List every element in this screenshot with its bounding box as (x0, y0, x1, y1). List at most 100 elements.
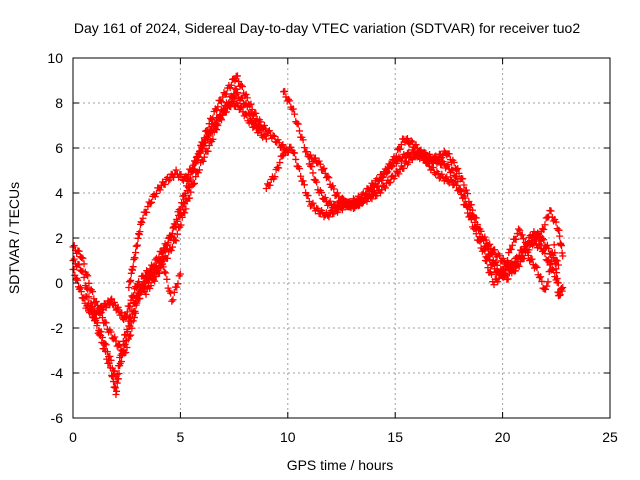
data-point (543, 241, 551, 249)
data-point (291, 149, 299, 157)
data-point (242, 90, 250, 98)
y-tick-label: 4 (55, 185, 63, 201)
data-point (159, 263, 167, 271)
data-point (553, 278, 561, 286)
data-point (169, 224, 177, 232)
data-point (164, 284, 172, 292)
data-point (164, 254, 172, 262)
data-point (156, 186, 164, 194)
data-point (483, 257, 491, 265)
y-tick-label: -4 (51, 365, 64, 381)
data-point (483, 241, 491, 249)
data-points (69, 72, 567, 398)
data-point (507, 245, 515, 253)
data-point (232, 86, 240, 93)
data-point (184, 170, 192, 178)
data-point (292, 155, 300, 163)
data-point (163, 245, 171, 253)
data-point (136, 228, 144, 236)
data-point (132, 249, 140, 257)
data-point (494, 278, 502, 286)
data-point (396, 145, 404, 153)
data-point (75, 247, 83, 255)
data-point (303, 148, 311, 156)
data-point (176, 270, 184, 278)
data-point (504, 275, 512, 283)
data-point (535, 273, 543, 281)
data-point (264, 128, 272, 136)
data-point (215, 115, 223, 123)
data-point (97, 332, 105, 340)
x-tick-label: 10 (280, 429, 296, 445)
y-axis-label: SDTVAR / TECUs (6, 182, 22, 294)
data-point (484, 264, 492, 272)
data-point (324, 173, 332, 181)
data-point (499, 254, 507, 262)
data-point (430, 153, 438, 161)
data-point (77, 288, 85, 296)
data-point (523, 246, 531, 254)
data-point (139, 214, 147, 222)
data-point (438, 170, 446, 178)
data-point (379, 174, 387, 182)
data-point (424, 157, 432, 165)
data-point (435, 156, 443, 164)
data-point (408, 156, 416, 164)
data-point (112, 337, 120, 345)
data-point (174, 280, 182, 288)
data-point (402, 135, 410, 143)
data-point (450, 158, 458, 166)
data-point (177, 221, 185, 229)
data-point (434, 170, 442, 178)
data-point (115, 370, 123, 378)
data-point (111, 384, 119, 392)
data-point (320, 164, 328, 172)
data-point (179, 176, 187, 184)
data-point (159, 253, 167, 261)
data-point (544, 278, 552, 286)
data-point (233, 89, 241, 97)
data-point (407, 137, 415, 145)
data-point (260, 131, 268, 139)
data-point (395, 170, 403, 178)
grid-lines (73, 58, 610, 418)
data-point (276, 159, 284, 167)
data-point (167, 246, 175, 254)
data-point (499, 273, 507, 281)
data-point (480, 237, 488, 245)
data-point (293, 119, 301, 127)
data-point (454, 165, 462, 173)
data-point (164, 239, 172, 247)
data-point (289, 105, 297, 113)
data-point (274, 136, 282, 144)
data-point (183, 174, 191, 182)
data-point (119, 350, 127, 358)
data-point (516, 226, 524, 234)
data-point (202, 139, 210, 147)
data-point (103, 355, 111, 363)
data-point (536, 232, 544, 240)
data-point (237, 81, 245, 89)
data-point (537, 273, 545, 281)
data-point (162, 269, 170, 277)
data-point (392, 152, 400, 160)
data-point (168, 297, 176, 305)
data-point (126, 302, 134, 310)
data-point (500, 265, 508, 273)
data-point (337, 195, 345, 203)
series-track-8 (481, 225, 567, 300)
data-point (334, 189, 342, 197)
data-point (176, 205, 184, 213)
series-track-1 (69, 72, 292, 358)
data-point (395, 144, 403, 152)
data-point (487, 249, 495, 257)
data-point (286, 97, 294, 105)
data-point (138, 284, 146, 292)
data-point (453, 173, 461, 181)
data-point (491, 246, 499, 254)
data-point (309, 199, 317, 207)
data-point (192, 173, 200, 181)
data-point (199, 157, 207, 165)
data-point (280, 151, 288, 159)
data-point (214, 103, 222, 111)
